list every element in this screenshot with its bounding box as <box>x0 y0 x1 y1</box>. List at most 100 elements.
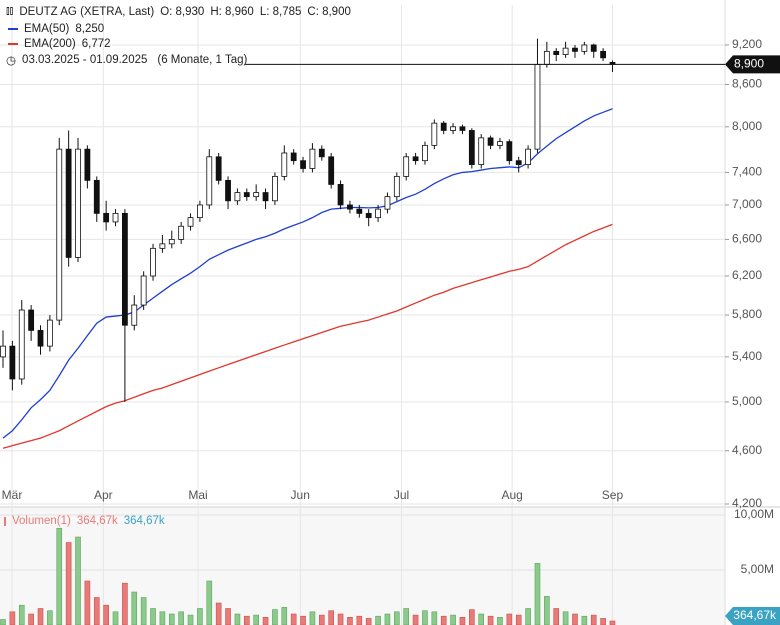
candle-body <box>365 212 372 219</box>
candle-body <box>215 156 222 181</box>
y-tick-label: 8,000 <box>732 119 762 133</box>
quote: H: 8,960 <box>210 5 254 18</box>
period: (6 Monate, 1 Tag) <box>157 54 248 66</box>
y-tick-label: 7,400 <box>732 165 762 179</box>
candle-body <box>309 148 316 169</box>
volume-bar <box>187 614 194 625</box>
candle-body <box>318 148 325 158</box>
volume-bar <box>412 614 419 625</box>
candle-body <box>197 204 203 219</box>
volume-bar <box>375 615 381 625</box>
candle-body <box>18 309 25 380</box>
y-tick-label: 4,600 <box>732 443 762 457</box>
volume-bar <box>215 602 222 625</box>
volume-bar <box>328 610 334 625</box>
last-volume-box <box>725 607 780 625</box>
volume-bar <box>225 608 231 625</box>
volume-bar <box>0 619 6 625</box>
volume-bar <box>300 615 306 625</box>
candle-body <box>253 192 260 198</box>
y-tick-label: 8,600 <box>732 77 762 91</box>
y-tick-label: 7,000 <box>732 197 762 211</box>
y-tick-label: 4,200 <box>732 496 762 510</box>
volume-bar <box>103 604 109 625</box>
volume-bar <box>506 613 513 625</box>
volume-bar <box>28 613 34 625</box>
candle-body <box>459 126 466 131</box>
volume-bar <box>9 611 16 625</box>
candle-body <box>515 160 522 165</box>
volume-bar <box>197 608 203 625</box>
volume-label: Volumen(1) <box>12 515 71 527</box>
volume-bar <box>262 617 269 625</box>
x-tick-label: Sep <box>602 488 624 502</box>
volume-bar <box>590 614 597 625</box>
candle-body <box>487 137 494 146</box>
volume-bar <box>431 611 438 625</box>
candle-body <box>337 184 344 206</box>
candle-body <box>553 50 560 55</box>
volume-bar <box>178 611 184 625</box>
volume-bar <box>478 613 485 625</box>
candle-body <box>506 141 513 162</box>
x-tick-label: Mär <box>2 488 23 502</box>
volume-bar <box>84 580 91 625</box>
candle-body <box>150 247 156 277</box>
candle-body <box>450 126 456 131</box>
candle-body <box>328 156 335 185</box>
candle-body <box>112 212 119 223</box>
candle-body <box>347 204 353 210</box>
volume-bar <box>234 613 241 625</box>
x-tick-label: Jun <box>291 488 310 502</box>
y-tick-label: 6,600 <box>732 232 762 246</box>
volume-bar <box>309 611 316 625</box>
candle-body <box>84 148 91 181</box>
candle-body <box>28 309 35 331</box>
candle-body <box>375 208 381 219</box>
ema-line <box>2 108 613 439</box>
x-tick-label: Apr <box>94 488 113 502</box>
volume-bar <box>65 542 72 625</box>
candle-body <box>234 192 241 202</box>
last-price-box <box>725 55 780 74</box>
volume-bar <box>290 613 297 625</box>
candle-body <box>262 192 269 202</box>
y-tick-label: 9,200 <box>732 37 762 51</box>
last-volume-label: 364,67k <box>733 608 777 622</box>
candle-body <box>103 212 110 223</box>
candle-body <box>225 179 231 202</box>
range-row: ◷ 03.03.2025 - 01.09.2025 (6 Monate, 1 T… <box>6 53 247 67</box>
candle-body <box>534 63 541 150</box>
volume-bar <box>497 617 503 625</box>
candle-body <box>600 50 607 59</box>
volume-bar <box>168 613 175 625</box>
volume-bar <box>365 618 372 625</box>
candle-body <box>206 156 213 206</box>
candle-body <box>272 175 278 202</box>
candle-body <box>131 304 138 326</box>
legend-entry: EMA(200) 6,772 <box>8 38 111 50</box>
volume-pane <box>0 508 725 625</box>
candle-body <box>75 148 81 258</box>
date-range: 03.03.2025 - 01.09.2025 <box>22 54 148 66</box>
volume-bar <box>253 614 259 625</box>
candle-body <box>562 47 569 55</box>
volume-bar <box>609 620 616 625</box>
volume-bar <box>122 582 128 625</box>
volume-bar <box>56 527 63 625</box>
clock-icon: ◷ <box>6 55 17 67</box>
candle-body <box>543 50 550 65</box>
candle-body <box>281 152 288 177</box>
volume-bar <box>394 611 400 625</box>
legend-label: EMA(200) <box>24 38 76 50</box>
legend-value: 8,250 <box>75 23 105 35</box>
volume-bar <box>544 596 550 625</box>
volume-bar <box>581 615 588 625</box>
candle-body <box>178 225 185 240</box>
candle-body <box>46 319 53 347</box>
volume-value: 364,67k <box>123 515 165 527</box>
volume-bar <box>131 591 138 625</box>
volume-legend: Volumen(1) 364,67k 364,67k <box>4 515 165 527</box>
candle-body <box>56 148 63 321</box>
y-tick-label: 6,200 <box>732 268 762 282</box>
